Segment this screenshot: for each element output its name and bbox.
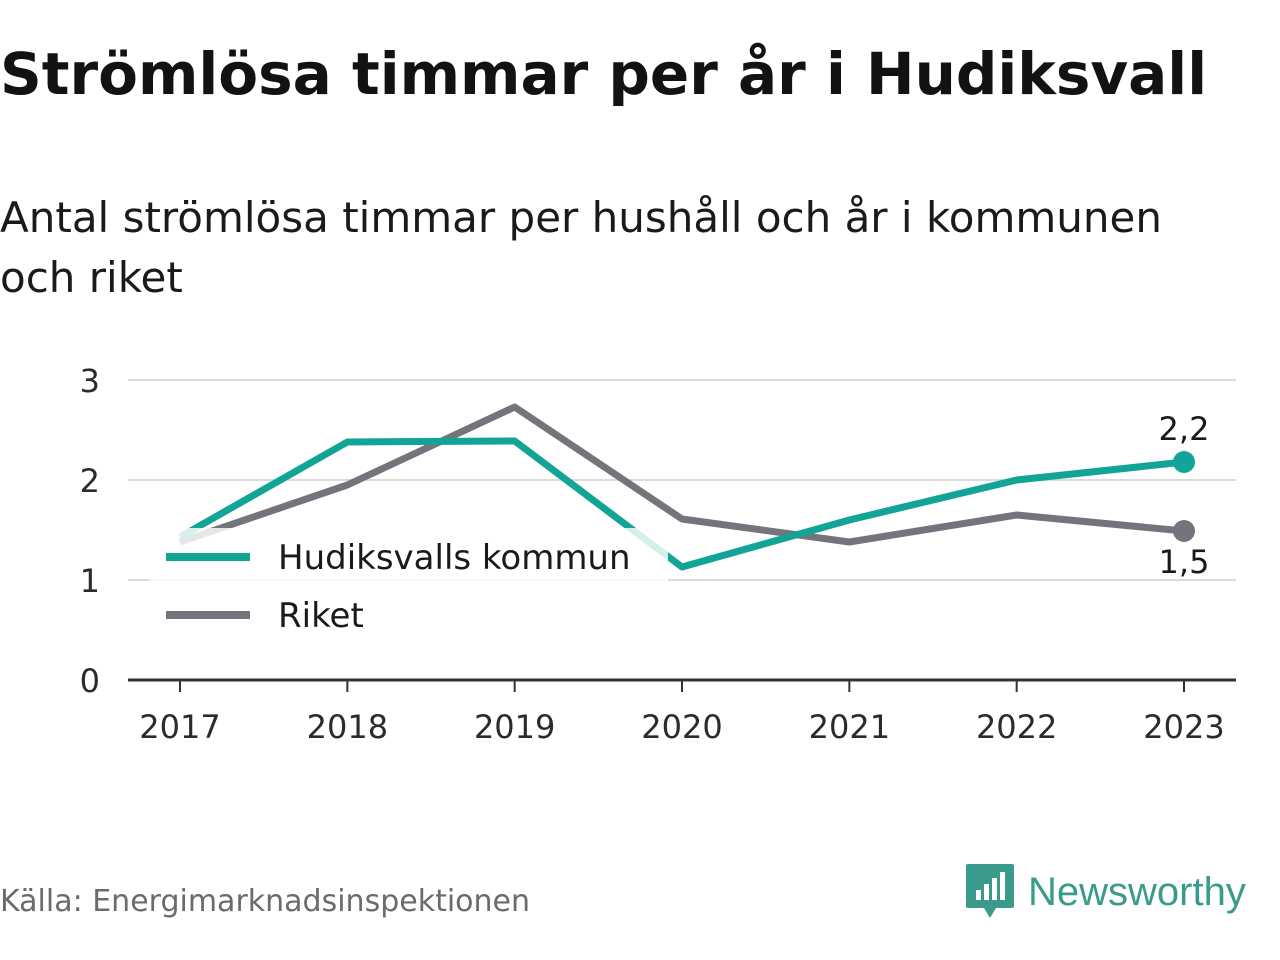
- x-tick-label: 2019: [474, 708, 555, 746]
- end-label-kommun: 2,2: [1159, 410, 1210, 448]
- series-line-kommun: [178, 437, 1185, 571]
- x-axis: 2017 2018 2019 2020 2021 2022 2023: [128, 678, 1236, 746]
- x-tick-label: 2021: [809, 708, 890, 746]
- legend: Hudiksvalls kommun Riket: [150, 528, 668, 640]
- brand-logo: Newsworthy: [964, 862, 1246, 922]
- x-tick-label: 2022: [976, 708, 1057, 746]
- end-label-riket: 1,5: [1159, 543, 1210, 581]
- x-tick-label: 2023: [1143, 708, 1224, 746]
- legend-label-kommun: Hudiksvalls kommun: [278, 538, 631, 578]
- y-axis-ticks: 0 1 2 3: [80, 362, 100, 700]
- newsworthy-logo-icon: [966, 864, 1014, 918]
- x-tick-label: 2020: [641, 708, 722, 746]
- series-lines: [178, 403, 1195, 571]
- series-end-point-kommun: [1173, 451, 1195, 473]
- series-line-riket: [178, 403, 1185, 546]
- y-tick-label: 3: [80, 362, 100, 400]
- source-note: Källa: Energimarknadsinspektionen: [0, 884, 531, 919]
- y-tick-label: 1: [80, 562, 100, 600]
- legend-label-riket: Riket: [278, 596, 364, 636]
- end-labels: 2,2 1,5: [1159, 410, 1210, 581]
- x-tick-label: 2018: [307, 708, 388, 746]
- y-tick-label: 0: [80, 662, 100, 700]
- series-end-point-riket: [1173, 520, 1195, 542]
- y-tick-label: 2: [80, 462, 100, 500]
- chart-title: Strömlösa timmar per år i Hudiksvall: [0, 40, 1208, 108]
- brand-name: Newsworthy: [1028, 869, 1246, 914]
- x-tick-label: 2017: [139, 708, 220, 746]
- chart-subtitle: Antal strömlösa timmar per hushåll och å…: [0, 193, 1162, 302]
